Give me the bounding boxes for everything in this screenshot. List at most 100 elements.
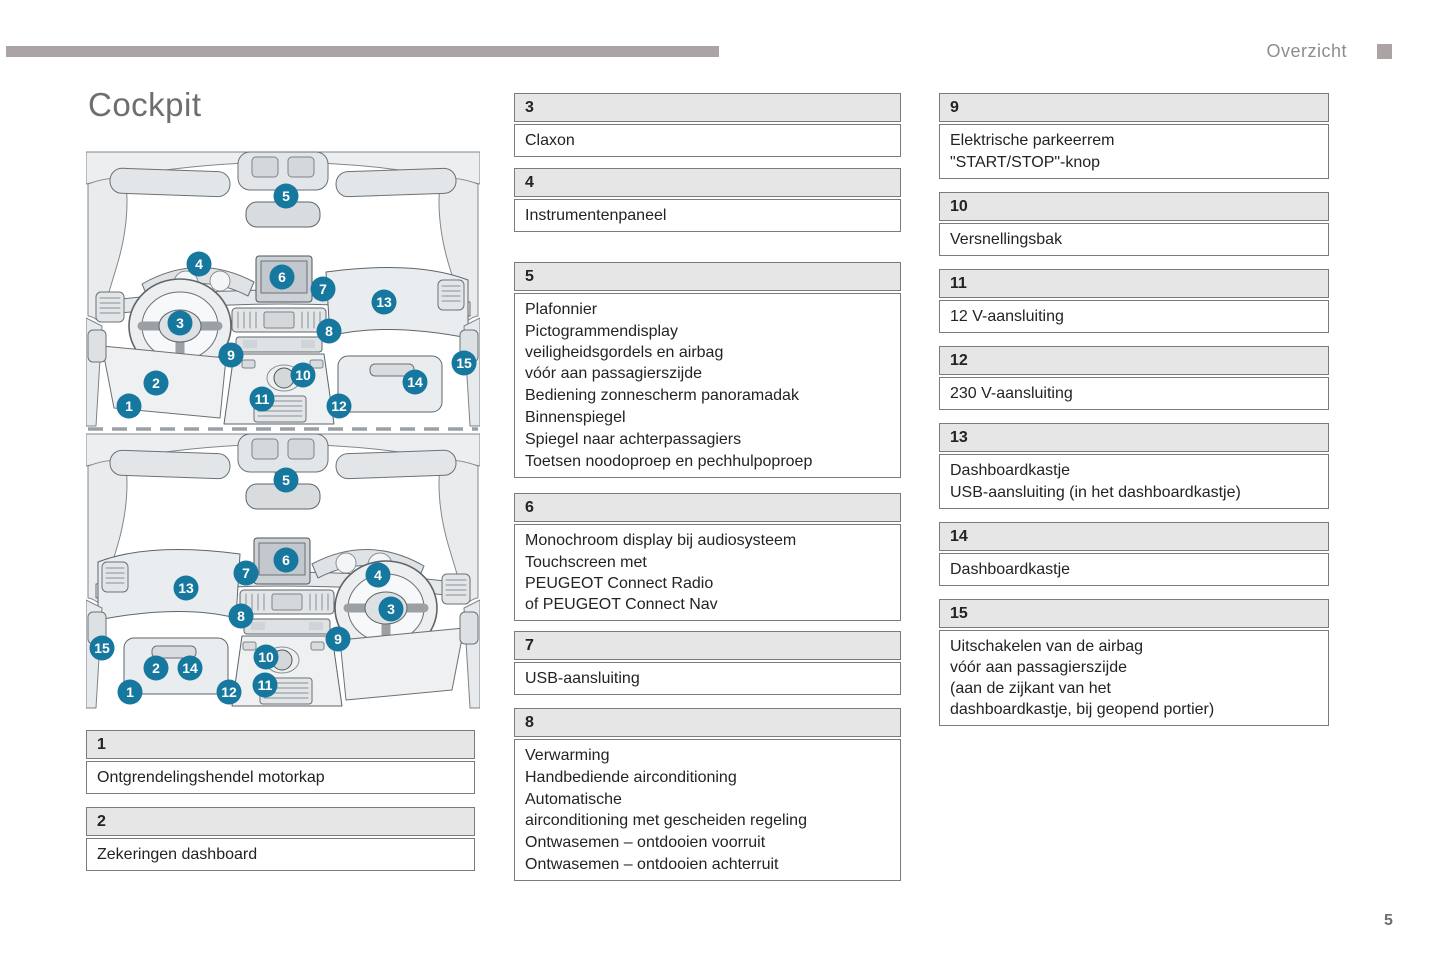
legend-item: 12 V-aansluiting bbox=[950, 308, 1064, 325]
callout-4-top: 4 bbox=[186, 251, 212, 277]
legend-item: Claxon bbox=[525, 132, 575, 149]
legend-item: USB-aansluiting bbox=[525, 670, 640, 687]
legend-table-5: 5 Plafonnier Pictogrammendisplay veiligheid… bbox=[514, 262, 901, 478]
svg-text:3: 3 bbox=[387, 601, 395, 617]
svg-text:9: 9 bbox=[227, 347, 235, 363]
legend-table-3: 3 Claxon bbox=[514, 93, 901, 157]
callout-9-bottom: 9 bbox=[325, 626, 351, 652]
svg-text:6: 6 bbox=[282, 552, 290, 568]
legend-item: Elektrische parkeerrem bbox=[950, 132, 1115, 149]
legend-item: Uitschakelen van de airbag vóór aan passa… bbox=[950, 638, 1215, 718]
legend-column-right: 9 Elektrische parkeerrem "START/STOP"-knop… bbox=[939, 93, 1329, 739]
callout-4-bottom: 4 bbox=[365, 562, 391, 588]
svg-text:14: 14 bbox=[182, 660, 198, 676]
svg-text:10: 10 bbox=[258, 649, 274, 665]
legend-number: 15 bbox=[939, 599, 1329, 628]
svg-text:11: 11 bbox=[258, 677, 273, 693]
section-marker-icon bbox=[1377, 44, 1392, 59]
legend-text: Elektrische parkeerrem "START/STOP"-knop bbox=[939, 124, 1329, 179]
legend-text: Verwarming Handbediende airconditioning Au… bbox=[514, 739, 901, 881]
callout-3-top: 3 bbox=[167, 310, 193, 336]
legend-item: "START/STOP"-knop bbox=[950, 154, 1101, 171]
callout-13-bottom: 13 bbox=[173, 575, 199, 601]
svg-text:8: 8 bbox=[325, 323, 333, 339]
svg-text:13: 13 bbox=[376, 294, 392, 310]
svg-text:7: 7 bbox=[319, 281, 327, 297]
svg-text:13: 13 bbox=[178, 580, 194, 596]
legend-item: Zekeringen dashboard bbox=[97, 846, 258, 863]
callout-5-bottom: 5 bbox=[273, 467, 299, 493]
callout-1-bottom: 1 bbox=[117, 679, 143, 705]
legend-item: USB-aansluiting (in het dashboardkastje) bbox=[950, 484, 1241, 501]
legend-number: 1 bbox=[86, 730, 475, 759]
legend-number: 11 bbox=[939, 269, 1329, 298]
page-header: Overzicht bbox=[1266, 41, 1392, 62]
callout-2-top: 2 bbox=[143, 370, 169, 396]
legend-column-left: 1 Ontgrendelingshendel motorkap 2 Zekeringe… bbox=[86, 730, 475, 884]
callout-7-bottom: 7 bbox=[233, 560, 259, 586]
legend-item: 230 V-aansluiting bbox=[950, 385, 1073, 402]
legend-number: 14 bbox=[939, 522, 1329, 551]
legend-number: 13 bbox=[939, 423, 1329, 452]
svg-text:5: 5 bbox=[282, 188, 290, 204]
callout-11-bottom: 11 bbox=[252, 672, 278, 698]
legend-table-11: 11 12 V-aansluiting bbox=[939, 269, 1329, 333]
svg-text:1: 1 bbox=[125, 398, 133, 414]
callout-7-top: 7 bbox=[310, 276, 336, 302]
callout-11-top: 11 bbox=[249, 386, 275, 412]
legend-table-8: 8 Verwarming Handbediende airconditioning A… bbox=[514, 708, 901, 881]
legend-table-6: 6 Monochroom display bij audiosysteem Touc… bbox=[514, 493, 901, 621]
legend-item: Binnenspiegel bbox=[525, 409, 626, 426]
callout-14-bottom: 14 bbox=[177, 655, 203, 681]
legend-item: Verwarming bbox=[525, 747, 610, 764]
legend-item: Versnellingsbak bbox=[950, 231, 1063, 248]
callout-12-top: 12 bbox=[326, 393, 352, 419]
svg-text:6: 6 bbox=[278, 269, 286, 285]
legend-text: Instrumentenpaneel bbox=[514, 199, 901, 232]
legend-table-10: 10 Versnellingsbak bbox=[939, 192, 1329, 256]
callout-5-top: 5 bbox=[273, 183, 299, 209]
callout-13-top: 13 bbox=[371, 289, 397, 315]
legend-text: Ontgrendelingshendel motorkap bbox=[86, 761, 475, 794]
legend-text: Versnellingsbak bbox=[939, 223, 1329, 256]
callout-15-top: 15 bbox=[451, 350, 477, 376]
svg-text:2: 2 bbox=[152, 375, 160, 391]
legend-item: Bediening zonnescherm panoramadak bbox=[525, 387, 799, 404]
callout-14-top: 14 bbox=[402, 369, 428, 395]
legend-table-9: 9 Elektrische parkeerrem "START/STOP"-knop bbox=[939, 93, 1329, 179]
legend-table-2: 2 Zekeringen dashboard bbox=[86, 807, 475, 871]
legend-text: Dashboardkastje bbox=[939, 553, 1329, 586]
legend-item: Monochroom display bij audiosysteem bbox=[525, 532, 797, 549]
callout-1-top: 1 bbox=[116, 393, 142, 419]
legend-number: 9 bbox=[939, 93, 1329, 122]
legend-number: 3 bbox=[514, 93, 901, 122]
callout-10-bottom: 10 bbox=[253, 644, 279, 670]
legend-table-7: 7 USB-aansluiting bbox=[514, 631, 901, 695]
legend-item: Dashboardkastje bbox=[950, 462, 1071, 479]
legend-item: Plafonnier bbox=[525, 301, 598, 318]
legend-table-14: 14 Dashboardkastje bbox=[939, 522, 1329, 586]
svg-text:15: 15 bbox=[94, 640, 110, 656]
legend-item: Automatische airconditioning met gescheid… bbox=[525, 791, 807, 829]
legend-item: Ontwasemen – ontdooien voorruit bbox=[525, 834, 766, 851]
page-title: Cockpit bbox=[88, 86, 202, 123]
legend-number: 7 bbox=[514, 631, 901, 660]
legend-number: 2 bbox=[86, 807, 475, 836]
legend-item: Touchscreen met PEUGEOT Connect Radio of P… bbox=[525, 554, 718, 613]
svg-text:15: 15 bbox=[456, 355, 472, 371]
legend-item: Handbediende airconditioning bbox=[525, 769, 737, 786]
callout-6-bottom: 6 bbox=[273, 547, 299, 573]
header-rule bbox=[6, 46, 719, 57]
svg-text:11: 11 bbox=[255, 391, 270, 407]
legend-text: USB-aansluiting bbox=[514, 662, 901, 695]
legend-item: Toetsen noodoproep en pechhulpoproep bbox=[525, 453, 813, 470]
legend-table-1: 1 Ontgrendelingshendel motorkap bbox=[86, 730, 475, 794]
svg-text:5: 5 bbox=[282, 472, 290, 488]
legend-number: 10 bbox=[939, 192, 1329, 221]
legend-column-middle: 3 Claxon 4 Instrumentenpaneel 5 Plafonnier Pic… bbox=[514, 93, 901, 894]
legend-item: Ontwasemen – ontdooien achterruit bbox=[525, 856, 779, 873]
callout-8-bottom: 8 bbox=[228, 603, 254, 629]
